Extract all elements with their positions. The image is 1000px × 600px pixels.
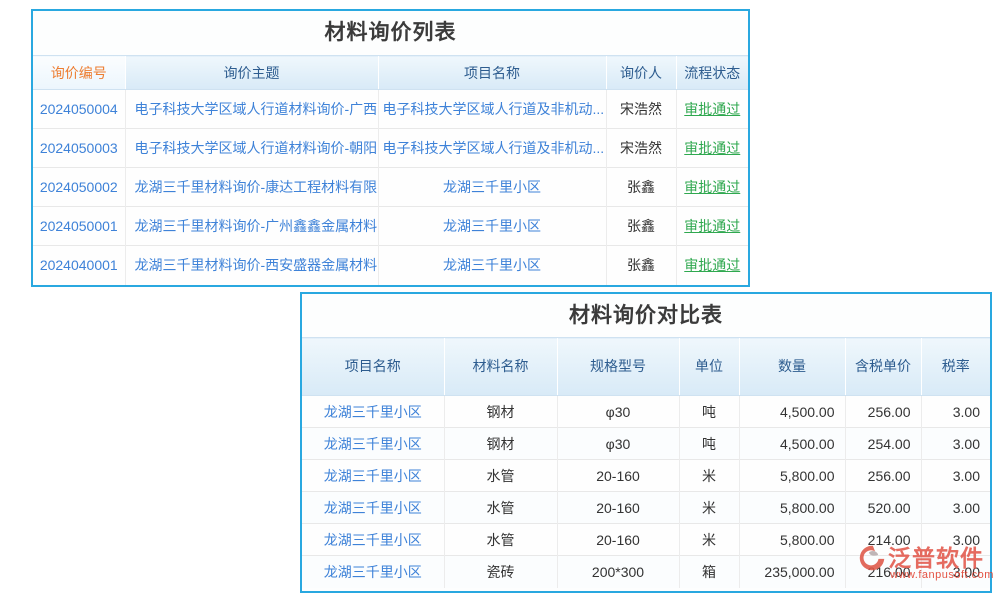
inquiry-list-title: 材料询价列表 bbox=[324, 21, 457, 44]
price-with-tax-cell: 216.00 bbox=[844, 555, 921, 588]
quantity-cell: 4,500.00 bbox=[738, 427, 845, 460]
inquiry-table-row: 2024050003 电子科技大学区域人行道材料询价-朝阳... 电子科技大学区域人… bbox=[33, 128, 748, 168]
unit-cell: 米 bbox=[678, 459, 739, 492]
unit-cell: 吨 bbox=[678, 395, 739, 428]
project-name-link[interactable]: 龙湖三千里小区 bbox=[302, 395, 444, 428]
compare-table: 项目名称 材料名称 规格型号 单位 数量 含税单价 税率 龙湖三千里小区 钢材 φ3… bbox=[302, 337, 990, 588]
compare-table-row: 龙湖三千里小区 钢材 φ30 吨 4,500.00 254.00 3.00 bbox=[302, 427, 990, 460]
inquirer-name: 宋浩然 bbox=[605, 128, 676, 168]
col-header-material-name[interactable]: 材料名称 bbox=[443, 337, 557, 396]
flow-status-link[interactable]: 审批通过 bbox=[675, 245, 748, 285]
inquirer-name: 宋浩然 bbox=[605, 89, 676, 129]
col-header-inquiry-subject[interactable]: 询价主题 bbox=[124, 55, 378, 90]
spec-model-cell: 200*300 bbox=[556, 555, 679, 588]
inquiry-no-link[interactable]: 2024050004 bbox=[33, 89, 125, 129]
spec-model-cell: 20-160 bbox=[556, 523, 679, 556]
col-header-tax-rate[interactable]: 税率 bbox=[920, 337, 990, 396]
spec-model-cell: φ30 bbox=[556, 427, 679, 460]
material-inquiry-list-panel: 材料询价列表 询价编号 询价主题 项目名称 询价人 流程状态 202405000… bbox=[31, 9, 750, 287]
col-header-quantity[interactable]: 数量 bbox=[738, 337, 845, 396]
material-name-cell: 钢材 bbox=[443, 427, 557, 460]
spec-model-cell: φ30 bbox=[556, 395, 679, 428]
inquiry-header-row: 询价编号 询价主题 项目名称 询价人 流程状态 bbox=[33, 55, 748, 90]
compare-header-row: 项目名称 材料名称 规格型号 单位 数量 含税单价 税率 bbox=[302, 337, 990, 396]
material-name-cell: 钢材 bbox=[443, 395, 557, 428]
flow-status-link[interactable]: 审批通过 bbox=[675, 128, 748, 168]
inquiry-table-row: 2024040001 龙湖三千里材料询价-西安盛器金属材料... 龙湖三千里小区 张鑫… bbox=[33, 245, 748, 285]
project-name-link[interactable]: 电子科技大学区域人行道及非机动... bbox=[377, 128, 606, 168]
project-name-link[interactable]: 龙湖三千里小区 bbox=[302, 459, 444, 492]
inquiry-no-link[interactable]: 2024050001 bbox=[33, 206, 125, 246]
inquiry-subject-link[interactable]: 电子科技大学区域人行道材料询价-朝阳... bbox=[124, 128, 378, 168]
inquiry-no-link[interactable]: 2024040001 bbox=[33, 245, 125, 285]
inquiry-subject-link[interactable]: 龙湖三千里材料询价-广州鑫鑫金属材料... bbox=[124, 206, 378, 246]
compare-table-row: 龙湖三千里小区 钢材 φ30 吨 4,500.00 256.00 3.00 bbox=[302, 395, 990, 428]
inquiry-subject-link[interactable]: 电子科技大学区域人行道材料询价-广西... bbox=[124, 89, 378, 129]
inquiry-list-table: 询价编号 询价主题 项目名称 询价人 流程状态 2024050004 电子科技大学… bbox=[33, 55, 748, 285]
tax-rate-cell: 3.00 bbox=[920, 555, 990, 588]
material-name-cell: 水管 bbox=[443, 491, 557, 524]
inquiry-table-row: 2024050002 龙湖三千里材料询价-康达工程材料有限... 龙湖三千里小区 张鑫… bbox=[33, 167, 748, 207]
unit-cell: 米 bbox=[678, 491, 739, 524]
price-with-tax-cell: 214.00 bbox=[844, 523, 921, 556]
col-header-inquirer[interactable]: 询价人 bbox=[605, 55, 676, 90]
col-header-spec-model[interactable]: 规格型号 bbox=[556, 337, 679, 396]
inquirer-name: 张鑫 bbox=[605, 206, 676, 246]
unit-cell: 米 bbox=[678, 523, 739, 556]
col-header-project-name[interactable]: 项目名称 bbox=[302, 337, 444, 396]
inquiry-no-link[interactable]: 2024050002 bbox=[33, 167, 125, 207]
compare-table-row: 龙湖三千里小区 水管 20-160 米 5,800.00 256.00 3.00 bbox=[302, 459, 990, 492]
price-with-tax-cell: 254.00 bbox=[844, 427, 921, 460]
inquirer-name: 张鑫 bbox=[605, 167, 676, 207]
tax-rate-cell: 3.00 bbox=[920, 459, 990, 492]
col-header-flow-status[interactable]: 流程状态 bbox=[675, 55, 748, 90]
tax-rate-cell: 3.00 bbox=[920, 427, 990, 460]
unit-cell: 箱 bbox=[678, 555, 739, 588]
flow-status-link[interactable]: 审批通过 bbox=[675, 167, 748, 207]
col-header-inquiry-no[interactable]: 询价编号 bbox=[33, 55, 125, 90]
compare-table-title: 材料询价对比表 bbox=[569, 304, 723, 327]
flow-status-link[interactable]: 审批通过 bbox=[675, 89, 748, 129]
project-name-link[interactable]: 龙湖三千里小区 bbox=[302, 491, 444, 524]
price-with-tax-cell: 256.00 bbox=[844, 459, 921, 492]
flow-status-link[interactable]: 审批通过 bbox=[675, 206, 748, 246]
material-name-cell: 瓷砖 bbox=[443, 555, 557, 588]
quantity-cell: 5,800.00 bbox=[738, 491, 845, 524]
spec-model-cell: 20-160 bbox=[556, 491, 679, 524]
col-header-unit[interactable]: 单位 bbox=[678, 337, 739, 396]
compare-table-row: 龙湖三千里小区 水管 20-160 米 5,800.00 520.00 3.00 bbox=[302, 491, 990, 524]
project-name-link[interactable]: 龙湖三千里小区 bbox=[302, 523, 444, 556]
tax-rate-cell: 3.00 bbox=[920, 491, 990, 524]
project-name-link[interactable]: 龙湖三千里小区 bbox=[377, 206, 606, 246]
material-name-cell: 水管 bbox=[443, 523, 557, 556]
inquiry-table-row: 2024050004 电子科技大学区域人行道材料询价-广西... 电子科技大学区域人… bbox=[33, 89, 748, 129]
project-name-link[interactable]: 龙湖三千里小区 bbox=[377, 167, 606, 207]
inquiry-table-row: 2024050001 龙湖三千里材料询价-广州鑫鑫金属材料... 龙湖三千里小区 张鑫… bbox=[33, 206, 748, 246]
inquiry-subject-link[interactable]: 龙湖三千里材料询价-康达工程材料有限... bbox=[124, 167, 378, 207]
tax-rate-cell: 3.00 bbox=[920, 395, 990, 428]
material-inquiry-compare-panel: 材料询价对比表 项目名称 材料名称 规格型号 单位 数量 含税单价 税率 龙湖三… bbox=[300, 292, 992, 593]
project-name-link[interactable]: 龙湖三千里小区 bbox=[377, 245, 606, 285]
project-name-link[interactable]: 电子科技大学区域人行道及非机动... bbox=[377, 89, 606, 129]
compare-table-row: 龙湖三千里小区 水管 20-160 米 5,800.00 214.00 3.00 bbox=[302, 523, 990, 556]
quantity-cell: 235,000.00 bbox=[738, 555, 845, 588]
col-header-price-with-tax[interactable]: 含税单价 bbox=[844, 337, 921, 396]
price-with-tax-cell: 520.00 bbox=[844, 491, 921, 524]
unit-cell: 吨 bbox=[678, 427, 739, 460]
spec-model-cell: 20-160 bbox=[556, 459, 679, 492]
material-name-cell: 水管 bbox=[443, 459, 557, 492]
inquiry-no-link[interactable]: 2024050003 bbox=[33, 128, 125, 168]
inquiry-subject-link[interactable]: 龙湖三千里材料询价-西安盛器金属材料... bbox=[124, 245, 378, 285]
quantity-cell: 4,500.00 bbox=[738, 395, 845, 428]
quantity-cell: 5,800.00 bbox=[738, 459, 845, 492]
project-name-link[interactable]: 龙湖三千里小区 bbox=[302, 555, 444, 588]
price-with-tax-cell: 256.00 bbox=[844, 395, 921, 428]
quantity-cell: 5,800.00 bbox=[738, 523, 845, 556]
tax-rate-cell: 3.00 bbox=[920, 523, 990, 556]
project-name-link[interactable]: 龙湖三千里小区 bbox=[302, 427, 444, 460]
col-header-project-name[interactable]: 项目名称 bbox=[377, 55, 606, 90]
compare-table-row: 龙湖三千里小区 瓷砖 200*300 箱 235,000.00 216.00 3.00 bbox=[302, 555, 990, 588]
inquirer-name: 张鑫 bbox=[605, 245, 676, 285]
